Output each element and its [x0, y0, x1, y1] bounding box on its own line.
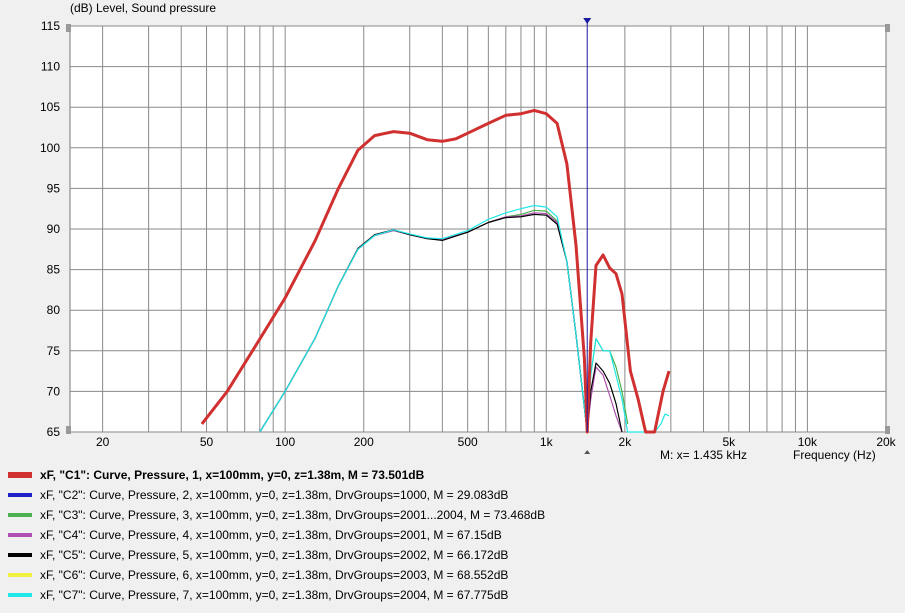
- legend-label: xF, "C7": Curve, Pressure, 7, x=100mm, y…: [40, 588, 509, 602]
- marker-layer[interactable]: [583, 18, 592, 454]
- legend-label: xF, "C2": Curve, Pressure, 2, x=100mm, y…: [40, 488, 509, 502]
- legend-item-c7[interactable]: xF, "C7": Curve, Pressure, 7, x=100mm, y…: [8, 585, 508, 605]
- legend-item-c5[interactable]: xF, "C5": Curve, Pressure, 5, x=100mm, y…: [8, 545, 508, 565]
- y-tick-label: 110: [41, 60, 60, 74]
- series-line-1: [200, 108, 671, 434]
- x-tick-label: 20: [96, 435, 110, 449]
- series-line-5: [259, 213, 623, 433]
- legend-swatch: [8, 553, 32, 557]
- legend-swatch: [8, 493, 32, 497]
- x-axis-title: Frequency (Hz): [793, 448, 876, 462]
- cursor-marker-bottom-icon[interactable]: [584, 450, 591, 454]
- chart: (dB) Level, Sound pressure 65 70 75 80 85 90 9…: [40, 1, 897, 462]
- y-tick-label: 85: [47, 263, 61, 277]
- y-tick-label: 75: [47, 344, 61, 358]
- y-tick-label: 100: [40, 141, 60, 155]
- x-tick-labels: 20 50 100 200 500 1k 2k 5k 10k 20k: [96, 435, 897, 449]
- y-tick-label: 95: [47, 181, 61, 195]
- x-tick-label: 20k: [876, 435, 896, 449]
- legend-swatch: [8, 472, 32, 478]
- x-tick-label: 100: [275, 435, 295, 449]
- legend-item-c3[interactable]: xF, "C3": Curve, Pressure, 3, x=100mm, y…: [8, 505, 545, 525]
- legend-label: xF, "C6": Curve, Pressure, 6, x=100mm, y…: [40, 568, 509, 582]
- legend-item-c1[interactable]: xF, "C1": Curve, Pressure, 1, x=100mm, y…: [8, 465, 424, 485]
- series-lines: [200, 108, 671, 434]
- y-scroll-handle-bottom-right[interactable]: [885, 426, 890, 434]
- y-axis-title: (dB) Level, Sound pressure: [70, 1, 216, 15]
- x-tick-label: 5k: [722, 435, 736, 449]
- cursor-marker-triangle-icon[interactable]: [583, 18, 592, 24]
- y-scroll-handle-top-right[interactable]: [885, 24, 890, 32]
- legend-swatch: [8, 593, 32, 597]
- x-tick-label: 1k: [540, 435, 554, 449]
- y-tick-labels: 65 70 75 80 85 90 95 100 105 110 115: [40, 19, 60, 439]
- legend-label: xF, "C1": Curve, Pressure, 1, x=100mm, y…: [40, 468, 425, 482]
- legend-item-c2[interactable]: xF, "C2": Curve, Pressure, 2, x=100mm, y…: [8, 485, 508, 505]
- x-tick-label: 200: [354, 435, 374, 449]
- y-scroll-handle-top[interactable]: [66, 24, 71, 32]
- legend-label: xF, "C5": Curve, Pressure, 5, x=100mm, y…: [40, 548, 509, 562]
- y-tick-label: 65: [47, 425, 61, 439]
- y-tick-label: 70: [47, 384, 61, 398]
- x-tick-label: 2k: [619, 435, 633, 449]
- legend-swatch: [8, 513, 32, 517]
- y-scroll-handle-bottom[interactable]: [66, 426, 71, 434]
- x-tick-label: 10k: [798, 435, 818, 449]
- marker-readout: M: x= 1.435 kHz: [660, 448, 747, 462]
- legend-label: xF, "C4": Curve, Pressure, 4, x=100mm, y…: [40, 528, 502, 542]
- x-tick-label: 50: [200, 435, 214, 449]
- legend-swatch: [8, 573, 32, 577]
- y-tick-label: 80: [47, 303, 61, 317]
- legend-swatch: [8, 533, 32, 537]
- grid: [70, 25, 886, 433]
- y-tick-label: 105: [40, 100, 60, 114]
- legend-item-c4[interactable]: xF, "C4": Curve, Pressure, 4, x=100mm, y…: [8, 525, 502, 545]
- legend-label: xF, "C3": Curve, Pressure, 3, x=100mm, y…: [40, 508, 546, 522]
- y-tick-label: 90: [47, 222, 61, 236]
- y-tick-label: 115: [41, 19, 60, 33]
- legend-item-c6[interactable]: xF, "C6": Curve, Pressure, 6, x=100mm, y…: [8, 565, 508, 585]
- x-tick-label: 500: [458, 435, 478, 449]
- series-line-7: [259, 204, 670, 433]
